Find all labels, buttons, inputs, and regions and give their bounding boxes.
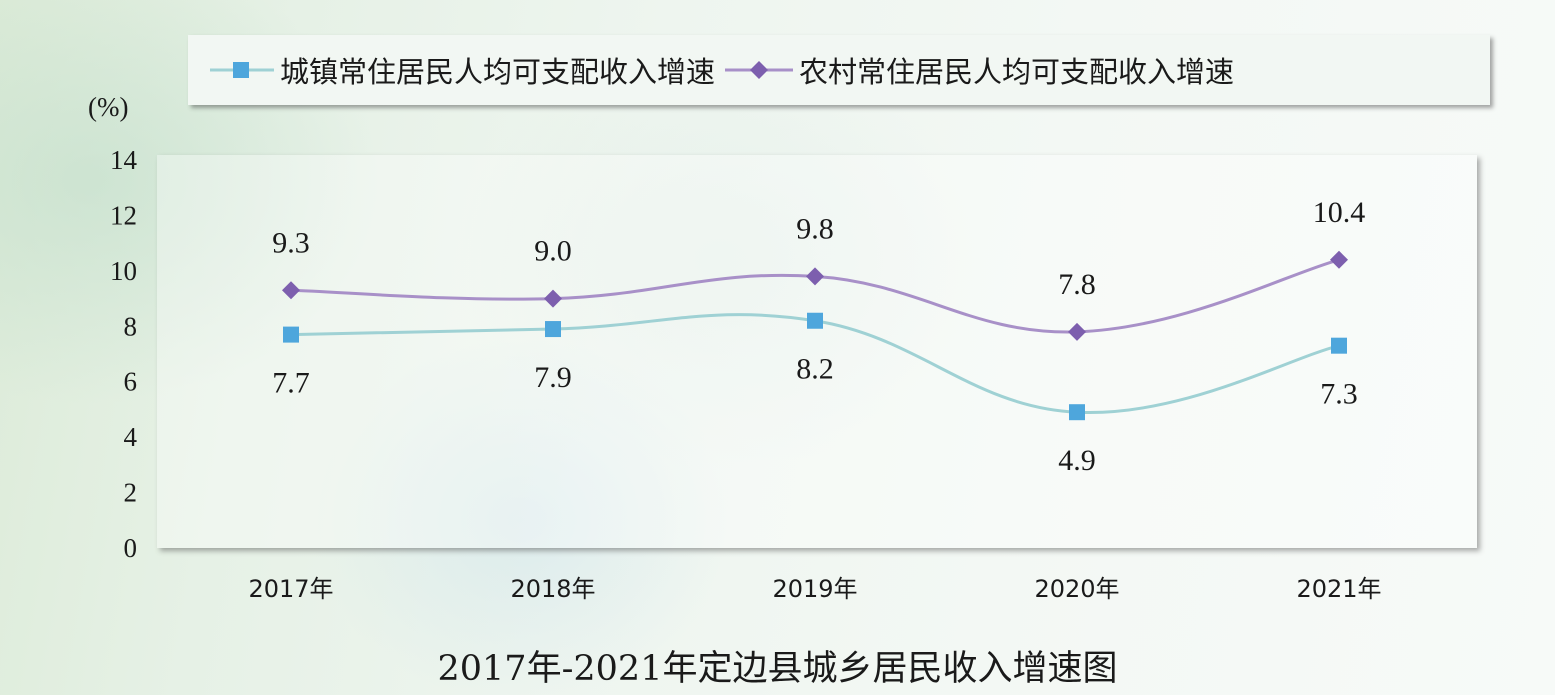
urban-data-label: 7.3 xyxy=(1320,378,1358,411)
y-tick-label: 8 xyxy=(124,311,138,341)
legend-rural-label: 农村常住居民人均可支配收入增速 xyxy=(799,55,1235,89)
urban-data-point xyxy=(1331,337,1347,354)
urban-data-label: 7.9 xyxy=(534,361,572,394)
y-tick-label: 0 xyxy=(124,533,138,563)
x-tick-label: 2018年 xyxy=(510,575,595,603)
y-tick-label: 2 xyxy=(124,478,138,508)
urban-data-label: 7.7 xyxy=(272,367,310,400)
rural-data-point xyxy=(1068,322,1086,341)
line-chart: 0 2 4 6 8 10 12 14 2017年 2018年 2019年 2020年 2021年 7.7 7… xyxy=(110,145,1382,603)
legend-urban-marker xyxy=(210,62,274,78)
x-tick-label: 2020年 xyxy=(1034,575,1119,603)
x-tick-label: 2021年 xyxy=(1296,575,1381,603)
rural-data-label: 9.3 xyxy=(272,226,310,259)
rural-data-label: 9.8 xyxy=(796,212,834,245)
rural-data-label: 7.8 xyxy=(1058,268,1096,301)
rural-data-point xyxy=(806,267,824,286)
urban-data-point xyxy=(1069,404,1085,421)
y-tick-label: 4 xyxy=(124,422,138,452)
rural-data-label: 9.0 xyxy=(534,235,572,268)
rural-data-label: 10.4 xyxy=(1313,196,1366,229)
y-tick-label: 10 xyxy=(110,256,137,286)
legend-urban-label: 城镇常住居民人均可支配收入增速 xyxy=(280,55,716,89)
x-tick-label: 2019年 xyxy=(772,575,857,603)
urban-data-point xyxy=(545,321,561,338)
rural-data-point xyxy=(1330,250,1348,269)
legend-item-urban: 城镇常住居民人均可支配收入增速 xyxy=(208,49,715,91)
urban-data-point xyxy=(807,312,823,329)
y-tick-label: 14 xyxy=(110,145,138,175)
plot-area xyxy=(157,155,1477,548)
rural-data-point xyxy=(544,289,562,308)
urban-data-label: 4.9 xyxy=(1058,444,1096,477)
x-tick-label: 2017年 xyxy=(248,575,333,603)
urban-data-label: 8.2 xyxy=(796,353,834,386)
chart-title: 2017年-2021年定边县城乡居民收入增速图 xyxy=(437,649,1118,689)
legend-item-rural: 农村常住居民人均可支配收入增速 xyxy=(723,49,1234,91)
y-axis-unit-label: (%) xyxy=(88,92,129,122)
rural-data-point xyxy=(282,281,300,300)
urban-data-point xyxy=(283,326,299,343)
y-tick-label: 6 xyxy=(124,367,138,397)
chart-legend: 城镇常住居民人均可支配收入增速 农村常住居民人均可支配收入增速 xyxy=(188,35,1490,105)
y-tick-label: 12 xyxy=(110,200,137,230)
legend-rural-marker xyxy=(725,61,794,79)
